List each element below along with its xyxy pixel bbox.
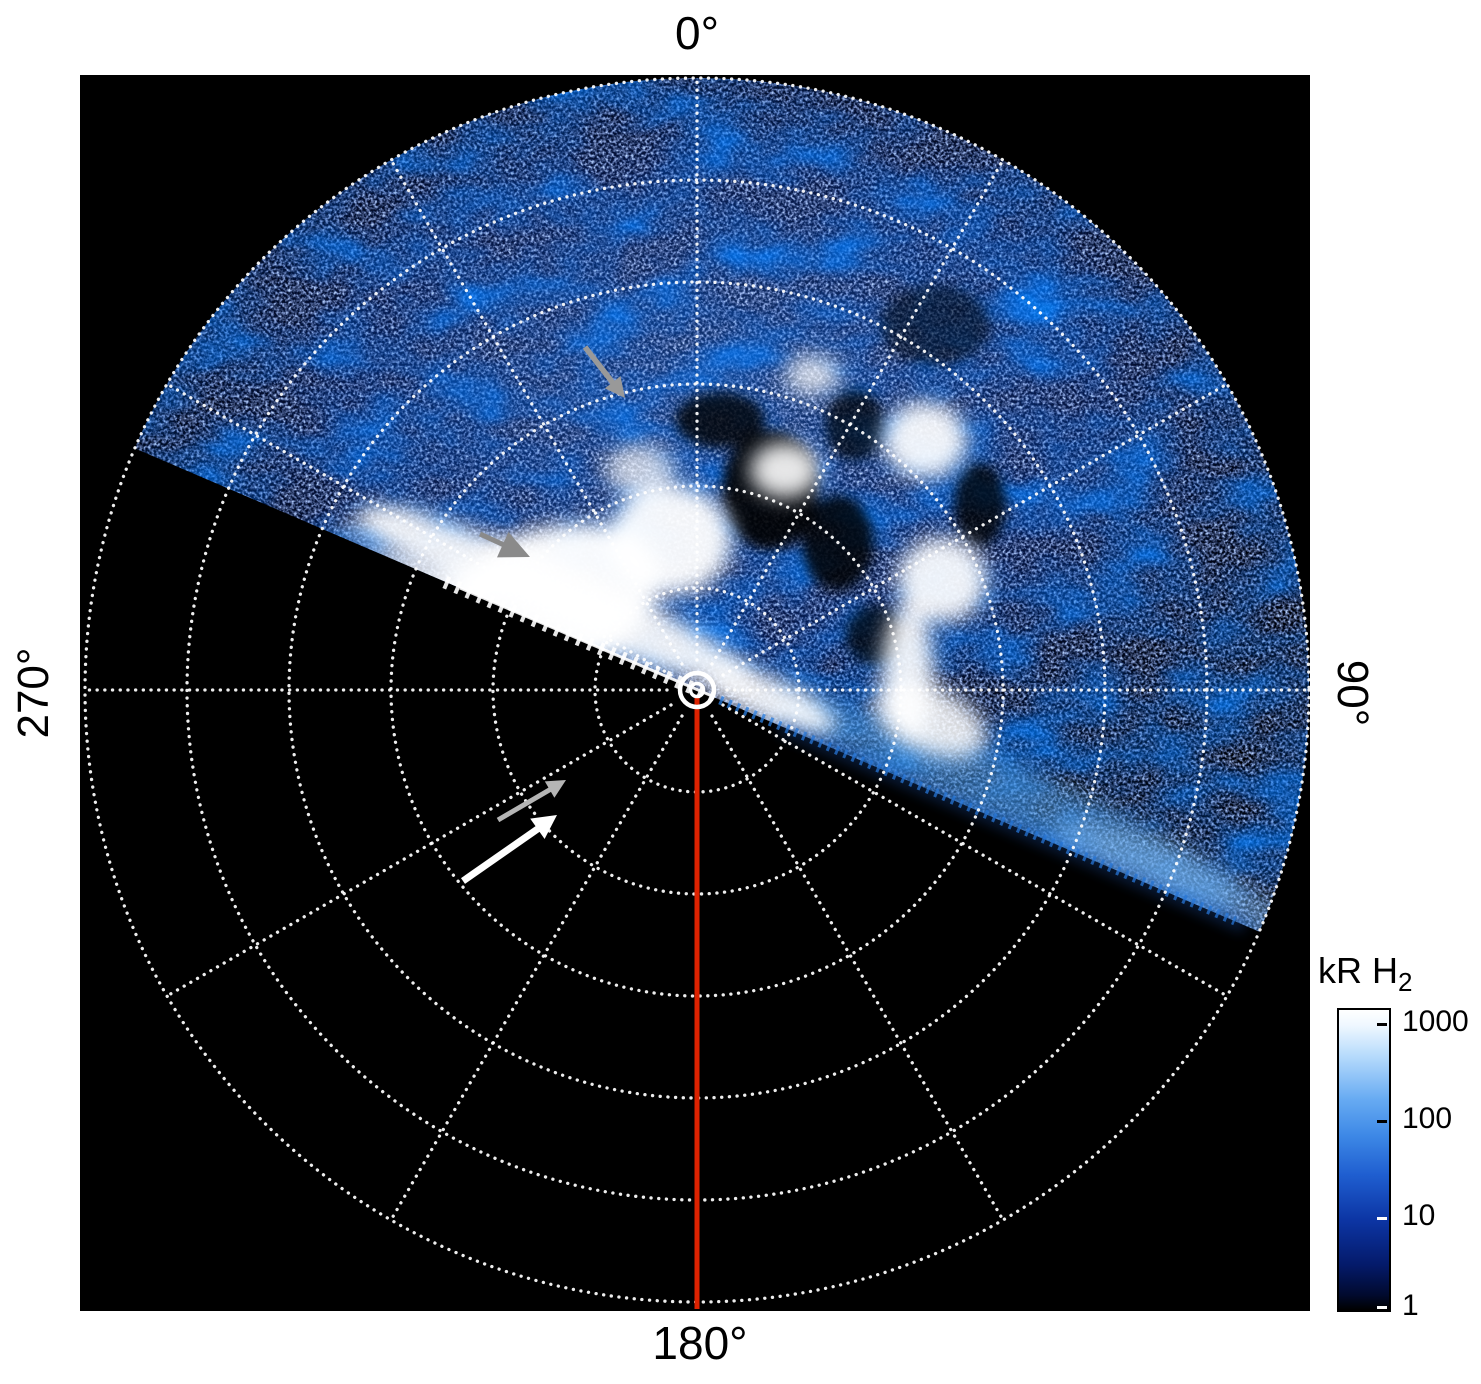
polar-plot-area: [80, 75, 1310, 1311]
colorbar-tick-100: [1377, 1120, 1387, 1123]
angle-label-180: 180°: [652, 1317, 748, 1369]
colorbar-tick-1000: [1377, 1023, 1387, 1026]
colorbar-label-1000: 1000: [1402, 1005, 1469, 1038]
colorbar-label-100: 100: [1402, 1102, 1453, 1135]
colorbar-tick-10: [1377, 1217, 1387, 1220]
gray-arrowhead-left: [478, 531, 530, 558]
angle-label-90: 90°: [1328, 659, 1377, 727]
colorbar-label-10: 10: [1402, 1199, 1436, 1232]
angle-label-0: 0°: [675, 7, 719, 59]
center-marker: [677, 670, 717, 710]
colorbar-label-1: 1: [1402, 1289, 1419, 1322]
gray-arrow-top: [582, 345, 625, 398]
white-arrow-lower: [460, 815, 557, 884]
angle-label-270: 270°: [9, 647, 58, 739]
polar-map: [83, 76, 1310, 1309]
gray-arrow-lower: [496, 780, 566, 823]
colorbar-tick-1: [1377, 1306, 1387, 1309]
colorbar: [1337, 1008, 1391, 1312]
colorbar-title: kR H2: [1318, 950, 1413, 998]
